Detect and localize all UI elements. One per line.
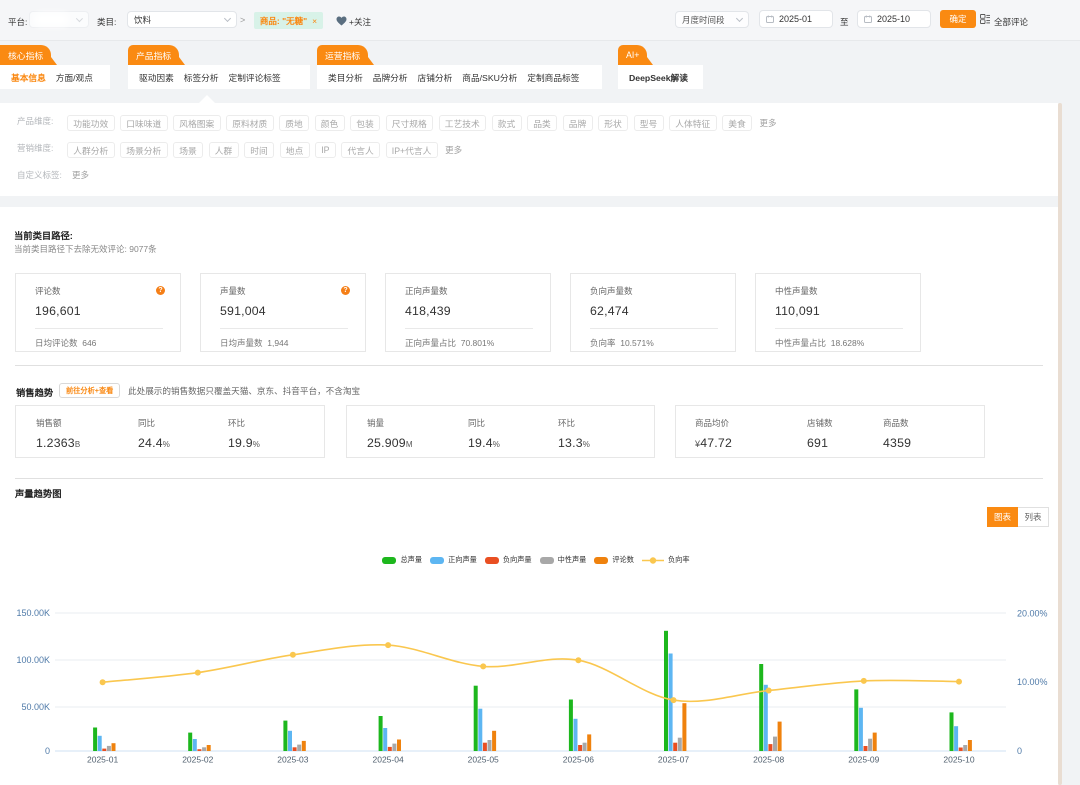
svg-text:150.00K: 150.00K xyxy=(16,608,50,618)
svg-text:2025-02: 2025-02 xyxy=(182,755,213,765)
svg-text:50.00K: 50.00K xyxy=(21,702,50,712)
svg-text:2025-04: 2025-04 xyxy=(372,755,403,765)
svg-text:100.00K: 100.00K xyxy=(16,655,50,665)
svg-text:2025-09: 2025-09 xyxy=(848,755,879,765)
svg-text:0: 0 xyxy=(45,746,50,756)
svg-text:2025-05: 2025-05 xyxy=(468,755,499,765)
svg-text:2025-06: 2025-06 xyxy=(563,755,594,765)
svg-text:2025-03: 2025-03 xyxy=(277,755,308,765)
svg-text:2025-01: 2025-01 xyxy=(87,755,118,765)
svg-text:10.00%: 10.00% xyxy=(1017,677,1048,687)
svg-text:20.00%: 20.00% xyxy=(1017,609,1048,619)
svg-text:2025-10: 2025-10 xyxy=(943,755,974,765)
svg-text:2025-07: 2025-07 xyxy=(658,755,689,765)
svg-text:0: 0 xyxy=(1017,746,1022,756)
svg-text:2025-08: 2025-08 xyxy=(753,755,784,765)
